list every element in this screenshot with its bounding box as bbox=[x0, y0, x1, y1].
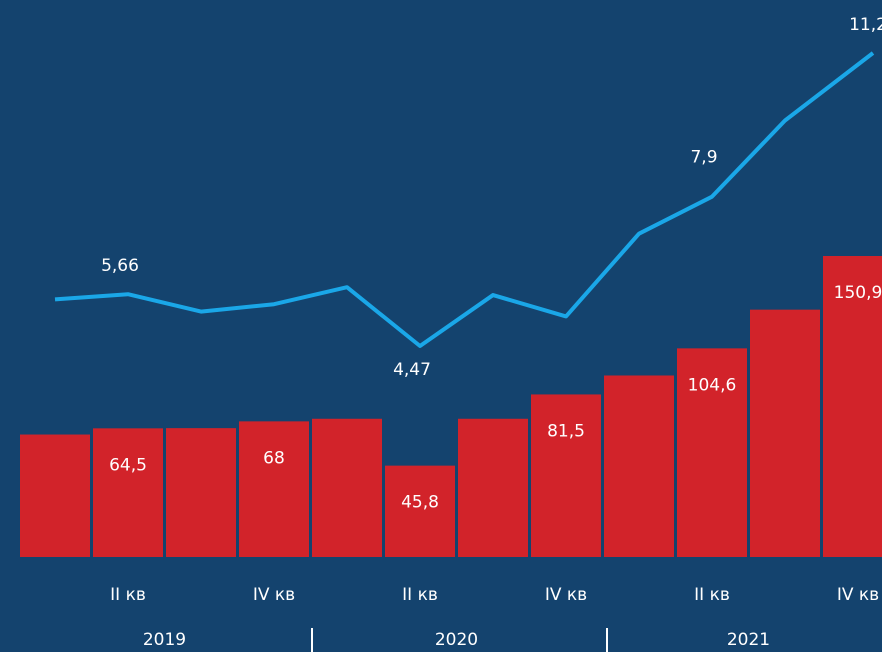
bar bbox=[677, 348, 747, 557]
bar bbox=[312, 418, 382, 557]
bar-label: 81,5 bbox=[547, 421, 585, 441]
line-label: 7,9 bbox=[690, 148, 717, 168]
bar-label: 64,5 bbox=[109, 455, 147, 475]
bar-label: 68 bbox=[263, 448, 285, 468]
line bbox=[54, 51, 875, 348]
x-tick-label: IV кв bbox=[545, 585, 587, 605]
x-tick-label: II кв bbox=[694, 585, 730, 605]
bar-label: 150,9 bbox=[834, 283, 882, 303]
bar bbox=[93, 428, 163, 557]
bar bbox=[531, 394, 601, 557]
x-tick-label: II кв bbox=[402, 585, 438, 605]
bar bbox=[20, 434, 90, 557]
x-tick-label: IV кв bbox=[837, 585, 879, 605]
x-tick-label: IV кв bbox=[253, 585, 295, 605]
bar bbox=[385, 465, 455, 557]
bar bbox=[458, 418, 528, 557]
group-label: 2020 bbox=[435, 630, 478, 650]
bar bbox=[166, 428, 236, 557]
bar-label: 104,6 bbox=[688, 375, 737, 395]
group-label: 2019 bbox=[143, 630, 186, 650]
bar bbox=[604, 375, 674, 557]
line-label: 11,2 bbox=[849, 15, 882, 35]
x-tick-label: II кв bbox=[110, 585, 146, 605]
group-label: 2021 bbox=[727, 630, 770, 650]
bar-label: 45,8 bbox=[401, 493, 439, 513]
bar bbox=[750, 309, 820, 557]
line-label: 4,47 bbox=[393, 360, 431, 380]
bar bbox=[239, 421, 309, 557]
line-label: 5,66 bbox=[101, 256, 139, 276]
bar bbox=[823, 256, 882, 557]
